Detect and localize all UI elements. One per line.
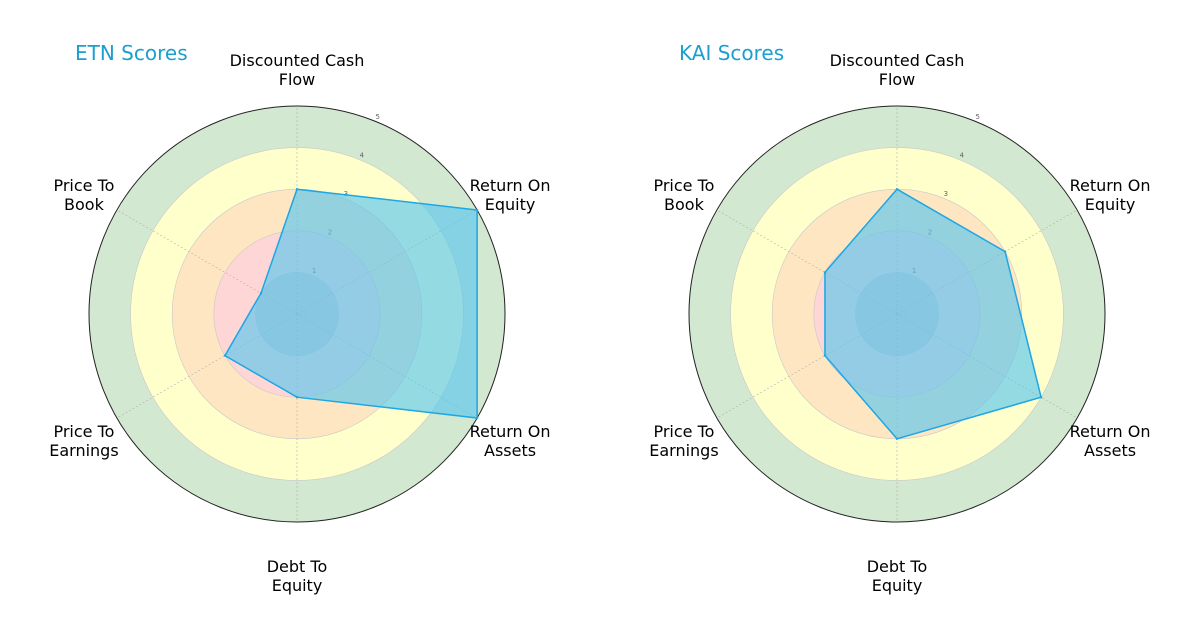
data-point xyxy=(475,208,479,212)
axis-label: Debt To Equity xyxy=(267,557,328,595)
grid-circle xyxy=(730,147,1064,481)
tick-label: 4 xyxy=(960,151,965,159)
axis-label: Return On Equity xyxy=(470,176,551,214)
data-point xyxy=(1003,250,1007,253)
tick-label: 5 xyxy=(376,113,380,121)
axis-spoke xyxy=(116,313,298,419)
axis-label: Price To Book xyxy=(53,176,114,214)
tick-label: 3 xyxy=(344,190,348,198)
data-point xyxy=(295,396,299,399)
axis-label: Discounted Cash Flow xyxy=(830,51,965,89)
data-point xyxy=(823,271,827,274)
axis-label: Price To Book xyxy=(653,176,714,214)
chart-title: KAI Scores xyxy=(679,41,784,65)
tick-label: 4 xyxy=(360,151,365,159)
axis-label: Return On Equity xyxy=(1070,176,1151,214)
axis-spoke xyxy=(716,313,898,419)
axis-label: Price To Earnings xyxy=(49,422,118,460)
axis-label: Price To Earnings xyxy=(649,422,718,460)
axis-spoke xyxy=(716,209,898,315)
tick-label: 3 xyxy=(944,190,948,198)
data-point xyxy=(475,416,479,420)
data-point xyxy=(295,188,299,191)
data-point xyxy=(895,437,899,440)
tick-label: 5 xyxy=(976,113,980,121)
data-point xyxy=(259,292,263,295)
axis-label: Discounted Cash Flow xyxy=(230,51,365,89)
axis-spoke xyxy=(116,209,298,315)
data-point xyxy=(823,354,827,357)
data-point xyxy=(895,188,899,191)
axis-label: Return On Assets xyxy=(1070,422,1151,460)
chart-frame xyxy=(688,105,1106,523)
axis-label: Debt To Equity xyxy=(867,557,928,595)
chart-frame xyxy=(88,105,506,523)
axis-label: Return On Assets xyxy=(470,422,551,460)
data-point xyxy=(223,354,227,357)
data-point xyxy=(1039,396,1043,399)
chart-title: ETN Scores xyxy=(75,41,188,65)
